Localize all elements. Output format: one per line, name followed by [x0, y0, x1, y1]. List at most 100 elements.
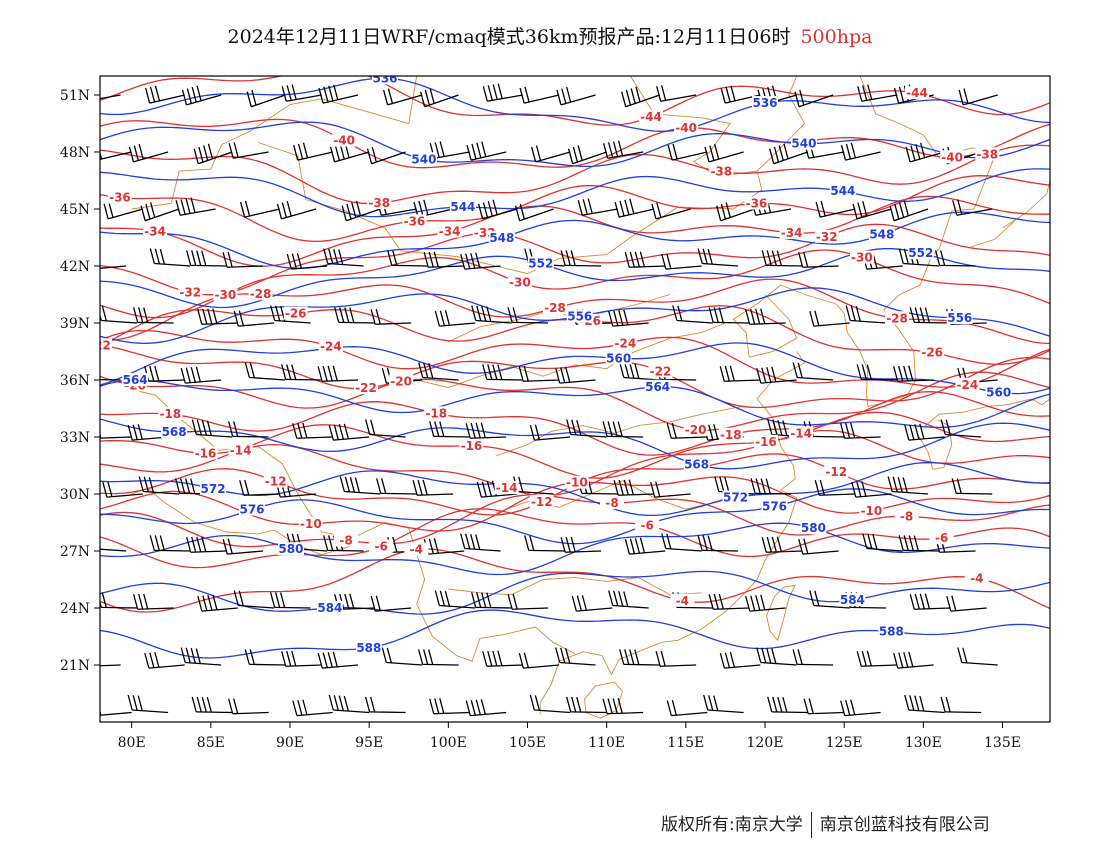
- wind-barb: [756, 647, 797, 666]
- wind-barb: [465, 699, 507, 717]
- label-knockout: [635, 518, 660, 532]
- label-knockout: [709, 164, 734, 178]
- wind-barb: [602, 698, 644, 715]
- wind-barb: [857, 84, 898, 102]
- coastline-boundary: [539, 351, 806, 715]
- temperature-contour-label: -38: [976, 147, 998, 161]
- label-knockout: [239, 502, 265, 516]
- wind-barb: [323, 248, 364, 267]
- wind-barb: [560, 536, 602, 553]
- label-knockout: [369, 539, 394, 553]
- temperature-contour-label: -12: [531, 495, 553, 509]
- label-knockout: [100, 338, 112, 352]
- label-knockout: [905, 86, 929, 100]
- coastline-boundary: [916, 419, 953, 470]
- label-knockout: [389, 374, 414, 388]
- label-knockout: [752, 96, 778, 110]
- temperature-contour-label: -22: [355, 381, 377, 395]
- wind-barb: [524, 535, 565, 552]
- wind-barb: [794, 89, 834, 108]
- height-contour-label: 564: [123, 373, 148, 387]
- coastline-boundary: [1002, 180, 1050, 229]
- label-knockout: [790, 136, 817, 150]
- wind-barb: [655, 650, 697, 667]
- wind-barb: [893, 651, 934, 669]
- wind-barb: [244, 649, 286, 666]
- wind-barb: [412, 479, 454, 496]
- temperature-contour: [100, 118, 1050, 169]
- temperature-contour-label: -18: [159, 407, 181, 421]
- label-knockout: [670, 593, 695, 607]
- label-knockout: [527, 256, 554, 270]
- temperature-contour: [100, 144, 1050, 205]
- wind-barb: [270, 305, 311, 324]
- wind-barb: [180, 366, 222, 384]
- label-knockout: [529, 494, 554, 508]
- wind-barb: [666, 700, 708, 717]
- wind-barb: [507, 593, 549, 610]
- temperature-contour-label: -36: [404, 214, 426, 228]
- wind-barb: [482, 83, 523, 102]
- temperature-contour-label: -16: [755, 435, 777, 449]
- wind-barb: [429, 421, 470, 438]
- wind-barb: [128, 143, 169, 163]
- wind-barb: [608, 590, 649, 609]
- wind-barb: [716, 202, 755, 222]
- wind-barb: [845, 305, 887, 324]
- wind-barb: [281, 364, 322, 381]
- temperature-contour: [100, 223, 1050, 296]
- label-knockout: [248, 287, 273, 301]
- wind-barb: [276, 200, 317, 220]
- temperature-contour-label: -28: [250, 287, 272, 301]
- height-contour-label: 588: [356, 641, 381, 655]
- wind-barb: [667, 143, 708, 161]
- coastline-boundary: [584, 681, 624, 719]
- height-contour-label: 568: [684, 457, 709, 471]
- wind-barb: [434, 310, 476, 327]
- wind-barb: [222, 538, 264, 555]
- temperature-contour: [100, 329, 1050, 388]
- height-contour: [100, 211, 1050, 270]
- height-contour-label: 548: [869, 228, 894, 242]
- coastline-boundary: [448, 577, 702, 596]
- label-knockout: [940, 150, 965, 164]
- height-contour: [100, 570, 1050, 615]
- temperature-contour-label: -32: [816, 230, 838, 244]
- temperature-contour-label: -14: [496, 481, 518, 495]
- wind-barb: [100, 709, 132, 716]
- wind-barb: [365, 419, 406, 438]
- wind-barb: [708, 593, 750, 610]
- wind-barb: [798, 251, 839, 268]
- height-contour: [100, 121, 1050, 168]
- label-knockout: [158, 407, 183, 421]
- wind-barb: [418, 362, 459, 381]
- label-knockout: [494, 481, 519, 495]
- wind-barb: [608, 309, 649, 327]
- height-contour: [100, 418, 1050, 470]
- lon-tick-label: 90E: [276, 735, 304, 751]
- wind-barb: [138, 476, 180, 495]
- temperature-contour-label: -10: [566, 476, 588, 490]
- label-knockout: [507, 275, 532, 289]
- label-knockout: [437, 224, 462, 238]
- wind-barb: [518, 652, 560, 669]
- temperature-contour-label: -4: [676, 594, 689, 608]
- wind-barb: [423, 538, 465, 555]
- wind-barb: [708, 307, 750, 324]
- wind-barb: [904, 694, 945, 714]
- lon-tick-label: 120E: [747, 735, 784, 751]
- height-contour-label: 580: [278, 542, 303, 556]
- wind-barb: [566, 419, 607, 438]
- wind-barb: [518, 365, 560, 382]
- wind-barb: [614, 198, 655, 218]
- label-knockout: [868, 227, 895, 241]
- lat-tick-label: 30N: [60, 487, 90, 503]
- label-knockout: [332, 133, 357, 147]
- wind-barb: [761, 250, 803, 267]
- temperature-contour: [100, 195, 1050, 267]
- wind-barb: [661, 253, 702, 270]
- temperature-contour-label: -16: [195, 447, 217, 461]
- wind-barb: [603, 140, 644, 159]
- label-knockout: [424, 406, 449, 420]
- wind-barb: [186, 536, 227, 553]
